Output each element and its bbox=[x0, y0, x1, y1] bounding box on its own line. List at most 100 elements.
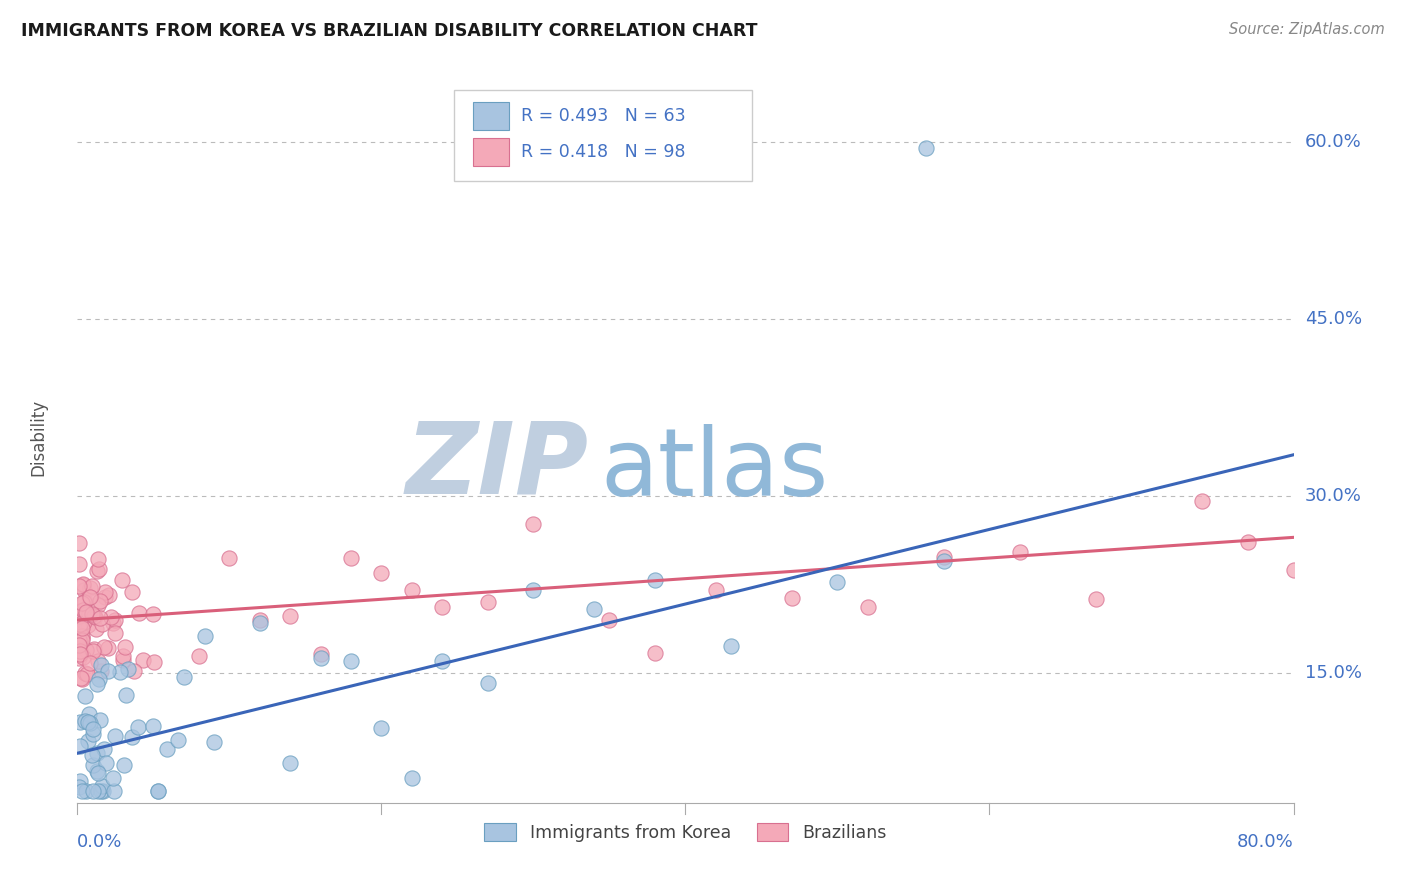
Point bbox=[82, 726, 104, 740]
Point bbox=[101, 615, 124, 630]
Point bbox=[914, 141, 936, 155]
Point bbox=[67, 632, 90, 646]
Point bbox=[72, 629, 94, 643]
FancyBboxPatch shape bbox=[472, 138, 509, 166]
Point bbox=[67, 620, 90, 634]
Point bbox=[76, 667, 98, 681]
Point bbox=[112, 648, 135, 663]
Point bbox=[70, 622, 93, 636]
Point bbox=[720, 639, 742, 653]
Text: 80.0%: 80.0% bbox=[1237, 833, 1294, 851]
Point bbox=[121, 730, 143, 744]
Point bbox=[704, 583, 727, 598]
Point bbox=[104, 625, 127, 640]
Point bbox=[114, 640, 136, 654]
Point bbox=[89, 611, 111, 625]
Point bbox=[79, 716, 101, 731]
Point bbox=[1191, 494, 1213, 508]
Point bbox=[87, 672, 110, 686]
Point bbox=[77, 590, 100, 604]
Point bbox=[932, 550, 955, 565]
Point bbox=[69, 739, 91, 754]
Point bbox=[249, 615, 271, 630]
Point bbox=[127, 720, 149, 734]
Point bbox=[67, 780, 90, 794]
Point bbox=[309, 651, 332, 665]
Point bbox=[827, 575, 849, 590]
Point bbox=[72, 649, 94, 664]
Point bbox=[522, 582, 544, 597]
Text: 0.0%: 0.0% bbox=[77, 833, 122, 851]
Point bbox=[75, 690, 97, 704]
Point bbox=[278, 609, 301, 624]
Point bbox=[73, 714, 96, 728]
Point bbox=[98, 588, 121, 602]
Point bbox=[70, 632, 93, 646]
Point bbox=[67, 536, 90, 550]
Point bbox=[644, 646, 666, 660]
Point bbox=[67, 609, 90, 624]
Point bbox=[82, 607, 104, 622]
Point bbox=[401, 583, 423, 598]
Point bbox=[142, 718, 165, 732]
Point bbox=[87, 765, 110, 780]
Point bbox=[79, 581, 101, 595]
Point bbox=[93, 585, 115, 599]
Point bbox=[430, 600, 453, 615]
Text: IMMIGRANTS FROM KOREA VS BRAZILIAN DISABILITY CORRELATION CHART: IMMIGRANTS FROM KOREA VS BRAZILIAN DISAB… bbox=[21, 22, 758, 40]
Point bbox=[188, 648, 211, 663]
Point bbox=[218, 551, 240, 566]
Point bbox=[598, 613, 620, 627]
Point bbox=[340, 550, 363, 565]
Point bbox=[76, 734, 98, 748]
Point bbox=[67, 651, 90, 665]
Point bbox=[477, 594, 499, 608]
Point bbox=[132, 653, 155, 667]
Point bbox=[111, 574, 134, 588]
Point bbox=[104, 613, 127, 627]
Point bbox=[67, 604, 90, 618]
Point bbox=[91, 784, 114, 798]
Point bbox=[104, 730, 127, 744]
Point bbox=[93, 640, 115, 654]
Point bbox=[80, 747, 103, 762]
Point bbox=[94, 756, 117, 770]
Point bbox=[89, 594, 111, 608]
Point bbox=[146, 784, 169, 798]
Point bbox=[117, 662, 139, 676]
Point bbox=[80, 579, 103, 593]
Point bbox=[91, 617, 114, 632]
Text: 15.0%: 15.0% bbox=[1305, 664, 1361, 682]
Text: Disability: Disability bbox=[30, 399, 48, 475]
Point bbox=[67, 607, 90, 622]
Point bbox=[780, 591, 803, 605]
Point bbox=[142, 607, 165, 621]
Point bbox=[72, 577, 94, 591]
Point bbox=[77, 617, 100, 632]
Point bbox=[79, 656, 101, 670]
Point bbox=[87, 562, 110, 576]
Point bbox=[79, 590, 101, 604]
Point bbox=[82, 722, 104, 736]
Point bbox=[77, 707, 100, 722]
Point bbox=[430, 654, 453, 668]
Point bbox=[94, 590, 117, 604]
Point bbox=[73, 582, 96, 597]
Point bbox=[82, 757, 104, 772]
Point bbox=[142, 655, 165, 669]
Point bbox=[86, 746, 108, 760]
Point bbox=[93, 741, 115, 756]
Point bbox=[644, 574, 666, 588]
Point bbox=[90, 784, 112, 798]
Point bbox=[83, 609, 105, 624]
FancyBboxPatch shape bbox=[454, 90, 752, 181]
Point bbox=[87, 784, 110, 798]
Point bbox=[278, 756, 301, 771]
Point bbox=[86, 764, 108, 779]
Point bbox=[82, 644, 104, 658]
Point bbox=[83, 641, 105, 656]
Point bbox=[82, 784, 104, 798]
Point bbox=[73, 615, 96, 630]
Point bbox=[128, 606, 150, 620]
Point bbox=[69, 774, 91, 789]
